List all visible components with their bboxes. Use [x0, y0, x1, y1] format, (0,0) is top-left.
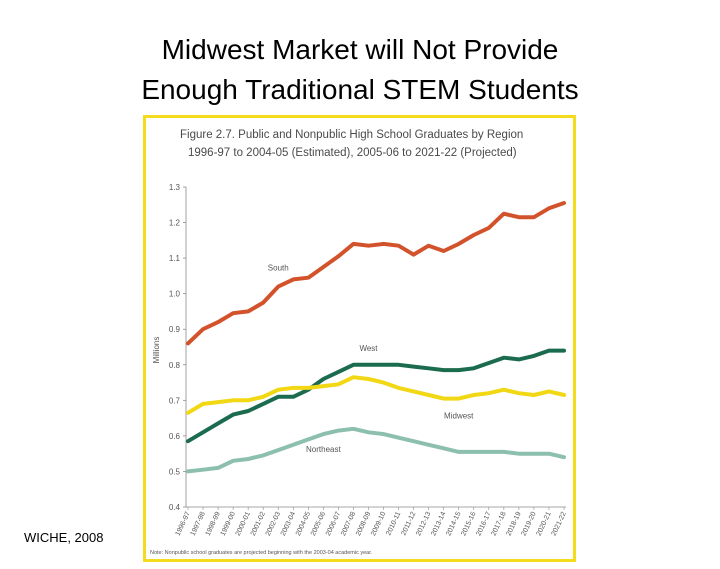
y-tick-label: 1.1 [169, 254, 181, 263]
slide-title-line-1: Midwest Market will Not Provide [161, 34, 559, 65]
figure-frame: Figure 2.7. Public and Nonpublic High Sc… [143, 115, 576, 562]
y-tick-label: 1.3 [169, 183, 181, 192]
series-line-west [186, 348, 566, 444]
slide-title-line-2: Enough Traditional STEM Students [141, 74, 579, 105]
y-tick-label: 0.6 [169, 432, 181, 441]
chart-title: Figure 2.7. Public and Nonpublic High Sc… [180, 129, 523, 141]
series-label-west: West [359, 344, 378, 353]
x-axis: 1996-971997-981998-991999-002000-012001-… [175, 506, 568, 537]
y-tick-label: 0.7 [169, 396, 181, 405]
series-line-south [186, 201, 566, 346]
series-line-northeast [186, 426, 566, 474]
source-credit: WICHE, 2008 [24, 530, 104, 545]
y-axis: 0.4 0.5 0.6 0.7 0.8 0.9 1.0 1.1 1.2 1.3 [169, 183, 187, 512]
chart-note: Note: Nonpublic school graduates are pro… [150, 550, 373, 556]
series-line-midwest [186, 375, 566, 415]
y-tick-label: 0.9 [169, 325, 181, 334]
y-tick-label: 1.0 [169, 290, 181, 299]
graduates-line-chart: Figure 2.7. Public and Nonpublic High Sc… [150, 129, 568, 556]
y-tick-label: 0.4 [169, 503, 181, 512]
series-label-northeast: Northeast [306, 445, 341, 454]
y-tick-label: 1.2 [169, 219, 181, 228]
chart-subtitle: 1996-97 to 2004-05 (Estimated), 2005-06 … [188, 147, 517, 159]
series-labels: South West Midwest Northeast [268, 264, 474, 455]
y-tick-label: 0.5 [169, 467, 181, 476]
series-label-midwest: Midwest [444, 412, 474, 421]
y-axis-label: Millions [152, 337, 161, 364]
series-label-south: South [268, 264, 289, 273]
series-lines [186, 201, 566, 474]
slide-title: Midwest Market will Not Provide Enough T… [0, 30, 720, 110]
y-tick-label: 0.8 [169, 361, 181, 370]
x-tick-label: 2021-22 [551, 511, 568, 537]
